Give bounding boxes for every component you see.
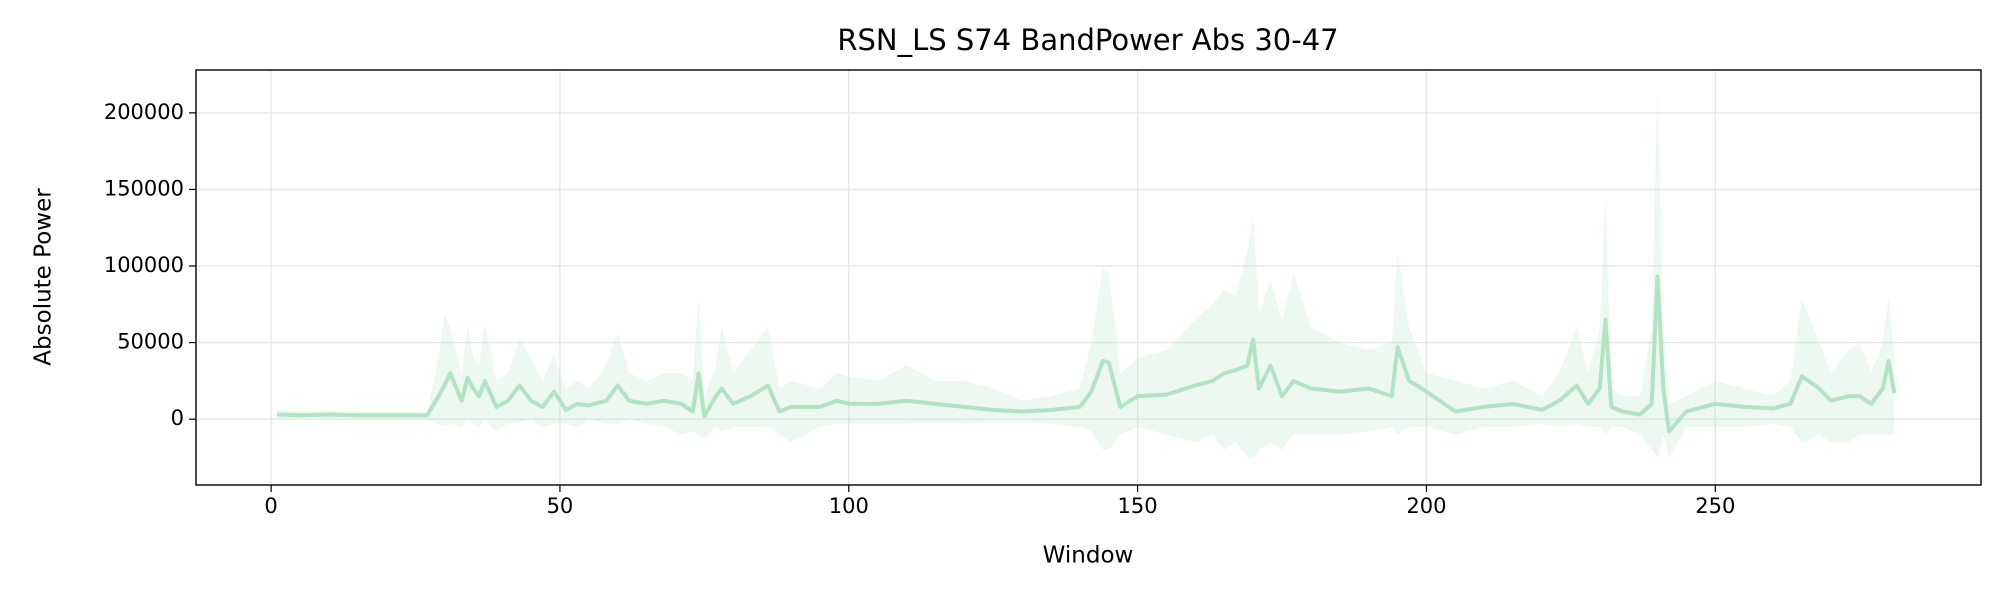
y-tick-label: 50000: [117, 330, 184, 354]
plot-frame: [195, 69, 1982, 486]
x-tick-label: 50: [547, 494, 574, 518]
y-tick-label: 0: [171, 406, 184, 430]
x-axis-label: Window: [1043, 543, 1134, 569]
x-tick-label: 250: [1695, 494, 1735, 518]
y-tick-label: 200000: [104, 100, 184, 124]
y-tick-label: 100000: [104, 253, 184, 277]
x-tick-label: 200: [1406, 494, 1446, 518]
y-axis-label: Absolute Power: [31, 188, 57, 366]
std-band: [276, 89, 1895, 458]
x-tick-label: 100: [829, 494, 869, 518]
y-tick-label: 150000: [104, 176, 184, 200]
mean-line: [276, 274, 1897, 434]
x-tick-label: 150: [1118, 494, 1158, 518]
x-tick-label: 0: [264, 494, 277, 518]
chart-title: RSN_LS S74 BandPower Abs 30-47: [837, 23, 1338, 57]
